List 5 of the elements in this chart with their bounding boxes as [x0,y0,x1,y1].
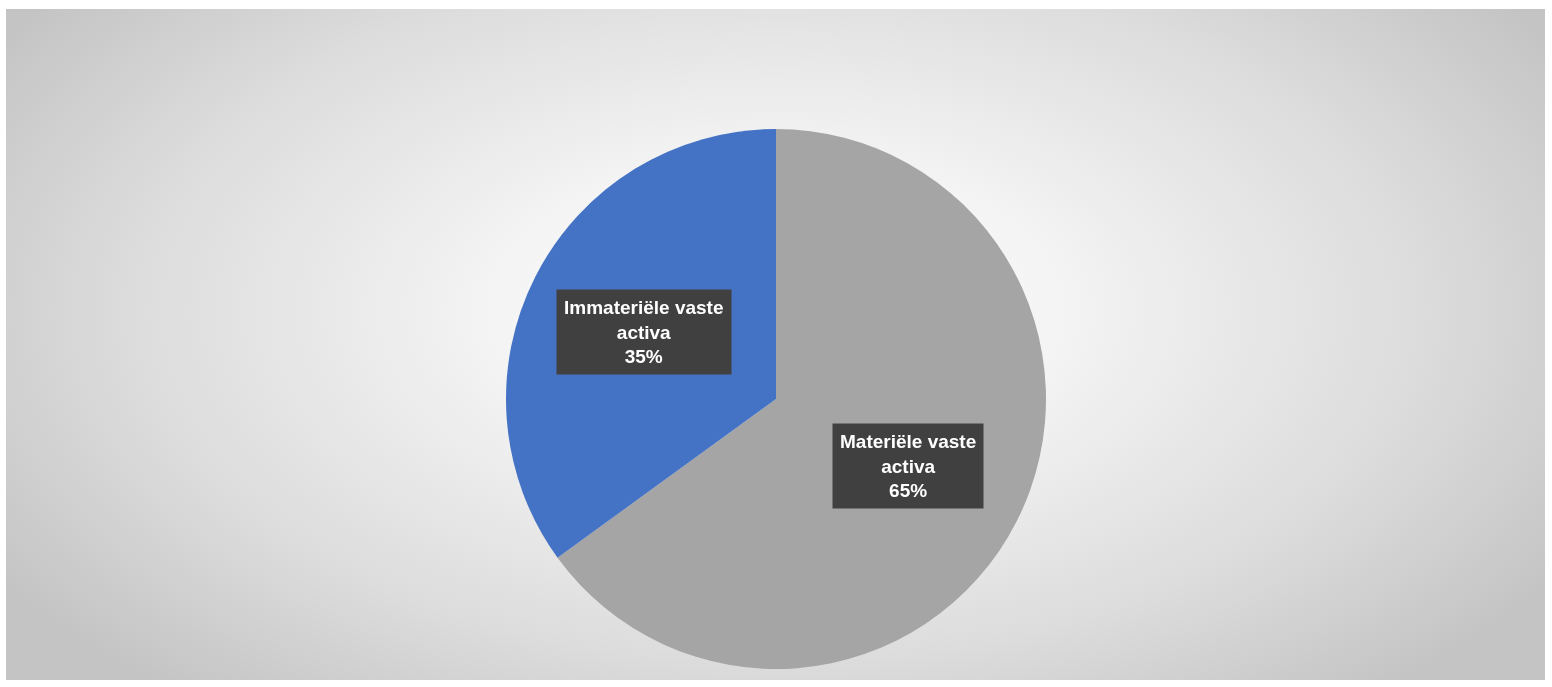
slice-label: Immateriële vaste activa [564,297,724,343]
pie-slice [557,129,1046,669]
data-label: 65% [889,480,928,502]
slice-label: Materiële vaste activa [840,431,977,477]
data-label: 35% [624,346,663,368]
